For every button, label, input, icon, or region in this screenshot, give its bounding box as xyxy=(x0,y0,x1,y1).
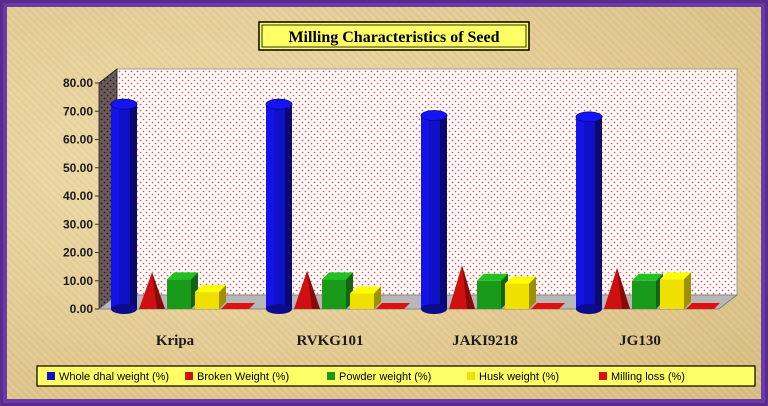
bar-0-1 xyxy=(265,98,293,314)
bar-1-0 xyxy=(139,272,165,309)
chart-title-box: Milling Characteristics of Seed xyxy=(258,21,530,51)
y-tick-label: 40.00 xyxy=(63,189,93,203)
bar-1-1 xyxy=(294,270,320,309)
legend-label: Whole dhal weight (%) xyxy=(59,371,169,383)
legend-swatch xyxy=(467,372,475,380)
legend: Whole dhal weight (%) Broken Weight (%) Po… xyxy=(36,365,756,387)
legend-swatch xyxy=(47,372,55,380)
y-tick-label: 10.00 xyxy=(63,274,93,288)
x-tick-label: Kripa xyxy=(156,333,195,349)
x-axis-labels: Kripa RVKG101 JAKI9218 JG130 xyxy=(156,333,661,349)
legend-label: Broken Weight (%) xyxy=(197,371,289,383)
bar-2-0 xyxy=(167,272,198,309)
bar-4-2 xyxy=(531,303,565,309)
legend-item: Whole dhal weight (%) xyxy=(47,371,169,383)
chart-svg: Milling Characteristics of Seed 0.00 10.0… xyxy=(36,21,756,387)
bar-3-3 xyxy=(660,272,691,309)
legend-item: Husk weight (%) xyxy=(467,371,559,383)
bar-1-3 xyxy=(604,268,630,309)
bar-2-1 xyxy=(322,272,353,309)
bars-layer xyxy=(110,98,720,314)
bar-3-1 xyxy=(350,286,381,309)
bar-0-3 xyxy=(575,111,603,314)
legend-item: Milling loss (%) xyxy=(599,371,685,383)
y-tick-label: 70.00 xyxy=(63,104,93,118)
bar-3-2 xyxy=(505,276,536,309)
legend-label: Husk weight (%) xyxy=(479,371,559,383)
bar-4-3 xyxy=(686,303,720,309)
x-tick-label: JAKI9218 xyxy=(452,333,518,349)
legend-label: Powder weight (%) xyxy=(339,371,431,383)
legend-swatch xyxy=(185,372,193,380)
legend-item: Broken Weight (%) xyxy=(185,371,289,383)
chart-frame: Milling Characteristics of Seed 0.00 10.0… xyxy=(3,3,765,403)
y-tick-label: 50.00 xyxy=(63,161,93,175)
bar-2-2 xyxy=(477,273,508,309)
legend-swatch xyxy=(599,372,607,380)
bar-4-0 xyxy=(221,303,255,309)
bar-1-2 xyxy=(449,265,475,309)
y-tick-label: 60.00 xyxy=(63,133,93,147)
bar-0-0 xyxy=(110,98,138,314)
chart-title: Milling Characteristics of Seed xyxy=(288,29,499,46)
bar-4-1 xyxy=(376,303,410,309)
legend-item: Powder weight (%) xyxy=(327,371,431,383)
legend-label: Milling loss (%) xyxy=(611,371,685,383)
bar-0-2 xyxy=(420,110,448,314)
y-axis-ticks: 0.00 10.00 20.00 30.00 40.00 50.00 60.00 70.00 8… xyxy=(63,76,99,316)
y-tick-label: 0.00 xyxy=(70,302,94,316)
bar-2-3 xyxy=(632,273,663,309)
legend-swatch xyxy=(327,372,335,380)
x-tick-label: RVKG101 xyxy=(297,333,364,349)
bar-3-0 xyxy=(195,285,226,309)
y-tick-label: 20.00 xyxy=(63,246,93,260)
y-tick-label: 80.00 xyxy=(63,76,93,90)
y-tick-label: 30.00 xyxy=(63,217,93,231)
x-tick-label: JG130 xyxy=(619,333,661,349)
